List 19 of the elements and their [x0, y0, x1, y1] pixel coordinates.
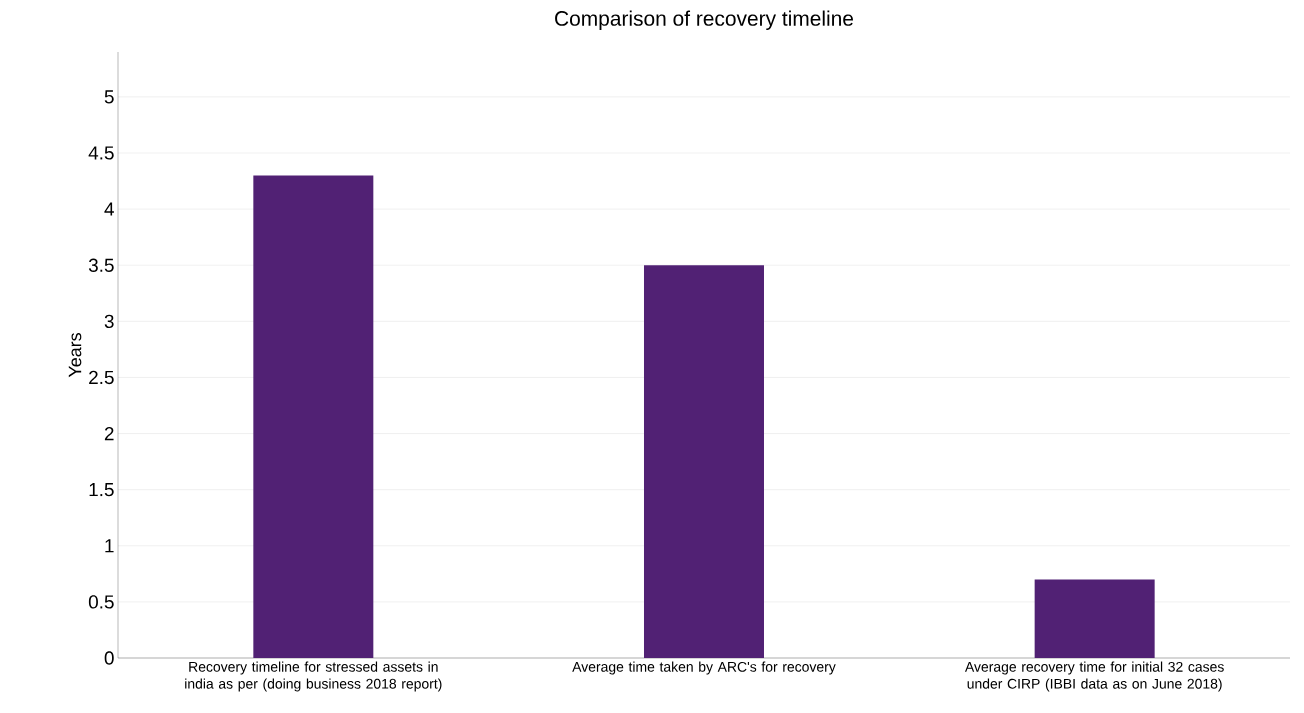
y-tick-label: 0.5: [88, 595, 114, 609]
y-tick-label: 2.5: [89, 370, 114, 385]
y-tick-label: 5: [104, 90, 114, 104]
x-tick-label: Average time taken by ARC's for recovery: [572, 661, 836, 675]
y-tick-label: 3: [104, 314, 114, 329]
chart-title: Comparison of recovery timeline: [555, 10, 854, 31]
y-tick-label: 2: [104, 426, 114, 441]
x-tick-label: Recovery timeline for stressed assets in india as per (doing business 2018 report): [185, 661, 442, 692]
x-tick-label: Average recovery time for initial 32 cases under CIRP (IBBI data as on June 2018): [964, 661, 1224, 692]
bar: [643, 265, 764, 658]
bar: [1034, 579, 1155, 658]
y-tick-label: 4: [104, 202, 114, 216]
y-tick-label: 4.5: [88, 146, 114, 160]
bar: [253, 175, 374, 658]
y-tick-label: 3.5: [88, 258, 114, 272]
y-tick-label: 0: [104, 651, 114, 665]
y-tick-label: 1.5: [89, 483, 114, 497]
y-tick-label: 1: [105, 539, 114, 553]
y-axis-title: Years: [68, 333, 82, 378]
